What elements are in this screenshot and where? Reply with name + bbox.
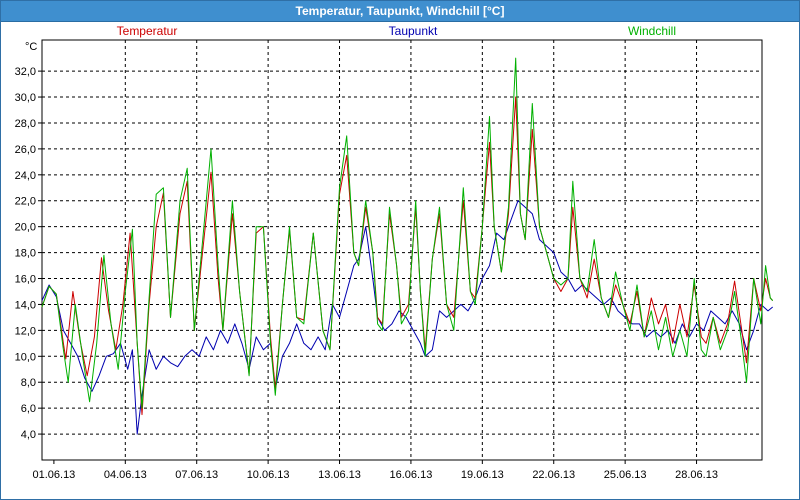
- y-tick-label: 4,0: [21, 429, 36, 441]
- series-line-taupunkt: [41, 200, 774, 435]
- y-tick-label: 24,0: [15, 170, 36, 182]
- y-tick-label: 28,0: [15, 118, 36, 130]
- y-axis-ticks: 4,0 6,0 8,0 10,0 12,0 14,0 16,0 18,0 20,0 22,0 24,…: [15, 66, 42, 441]
- legend-item-windchill: Windchill: [628, 24, 676, 38]
- y-tick-label: 30,0: [15, 92, 36, 104]
- x-tick-label: 07.06.13: [175, 469, 218, 481]
- window-title: Temperatur, Taupunkt, Windchill [°C]: [295, 4, 505, 18]
- legend: Temperatur Taupunkt Windchill: [117, 24, 676, 38]
- y-tick-label: 14,0: [15, 299, 36, 311]
- x-tick-label: 04.06.13: [104, 469, 147, 481]
- x-tick-label: 01.06.13: [32, 469, 75, 481]
- y-axis-unit: °C: [25, 41, 37, 53]
- x-tick-label: 13.06.13: [318, 469, 361, 481]
- x-axis-ticks: 01.06.13 04.06.13 07.06.13 10.06.13 13.06.13…: [32, 460, 718, 481]
- plot-area: [41, 39, 763, 461]
- grid: [42, 40, 762, 460]
- series-lines: [41, 57, 774, 435]
- title-bar: Temperatur, Taupunkt, Windchill [°C]: [1, 1, 799, 22]
- y-tick-label: 12,0: [15, 325, 36, 337]
- x-tick-label: 16.06.13: [390, 469, 433, 481]
- legend-item-temperatur: Temperatur: [117, 24, 178, 38]
- y-tick-label: 26,0: [15, 144, 36, 156]
- y-tick-label: 10,0: [15, 351, 36, 363]
- y-tick-label: 8,0: [21, 377, 36, 389]
- y-tick-label: 20,0: [15, 222, 36, 234]
- x-tick-label: 10.06.13: [247, 469, 290, 481]
- y-tick-label: 32,0: [15, 66, 36, 78]
- x-tick-label: 28.06.13: [675, 469, 718, 481]
- y-tick-label: 18,0: [15, 248, 36, 260]
- x-tick-label: 19.06.13: [461, 469, 504, 481]
- y-tick-label: 16,0: [15, 274, 36, 286]
- legend-item-taupunkt: Taupunkt: [389, 24, 438, 38]
- x-tick-label: 25.06.13: [604, 469, 647, 481]
- y-tick-label: 22,0: [15, 196, 36, 208]
- x-tick-label: 22.06.13: [532, 469, 575, 481]
- series-line-windchill: [41, 57, 774, 409]
- y-tick-label: 6,0: [21, 403, 36, 415]
